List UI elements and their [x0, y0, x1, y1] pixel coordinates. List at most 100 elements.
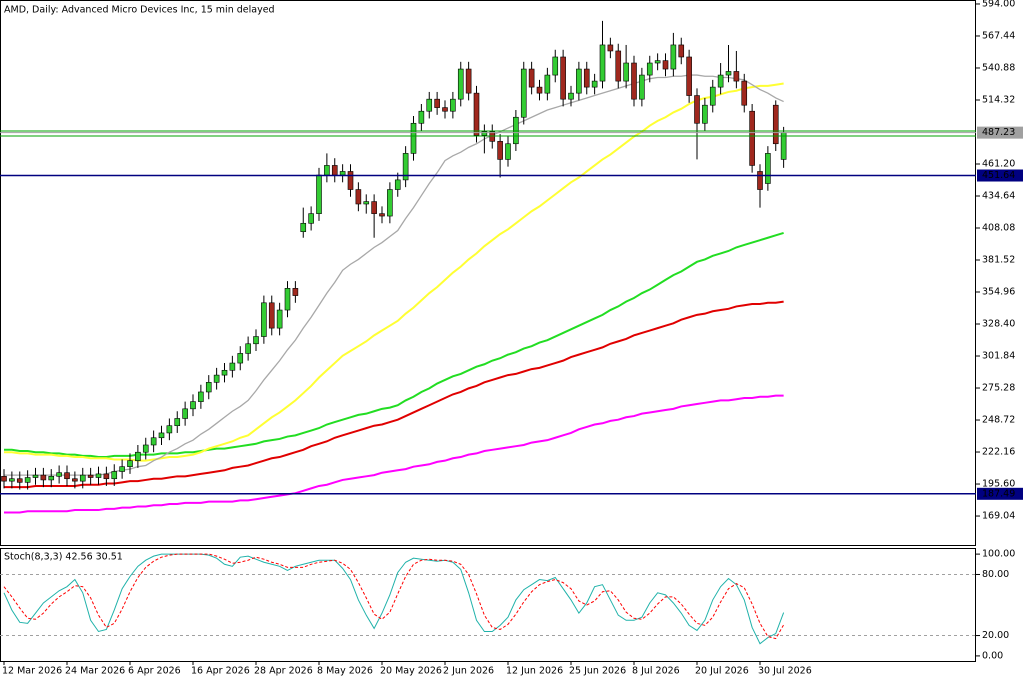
x-tick-label: 16 Apr 2026	[191, 666, 250, 677]
stoch-pane-frame	[0, 548, 976, 662]
candle-body	[418, 110, 425, 124]
x-tick-label: 25 Jun 2026	[569, 666, 626, 677]
y-tick-label: 408.08	[982, 223, 1015, 234]
candle-body	[276, 309, 283, 329]
candle-body	[135, 451, 141, 461]
candle-body	[166, 425, 173, 434]
candle-body	[568, 92, 574, 100]
candle-body	[213, 374, 220, 383]
candle-body	[662, 60, 669, 70]
x-tick-label: 20 May 2026	[380, 666, 442, 677]
candle-body	[497, 141, 503, 160]
candle-body	[623, 62, 629, 82]
candle-body	[268, 302, 275, 329]
candle-body	[426, 98, 433, 112]
candle-body	[410, 122, 417, 154]
moving-average-line	[4, 394, 784, 514]
candle-body	[686, 56, 692, 96]
candle-body	[544, 74, 551, 94]
candle-body	[292, 288, 299, 296]
price-label-box	[977, 169, 1023, 182]
candle-body	[316, 174, 322, 214]
candle-body	[174, 418, 181, 427]
candle-body	[394, 179, 401, 190]
candle-body	[780, 132, 787, 160]
y-tick-label: 301.84	[982, 351, 1015, 362]
candle-body	[379, 213, 385, 217]
candle-body	[599, 44, 606, 82]
candle-body	[24, 477, 31, 483]
candle-body	[32, 474, 39, 478]
candle-body	[528, 68, 535, 88]
candle-body	[481, 131, 488, 136]
candle-body	[308, 213, 314, 224]
candle-body	[261, 302, 267, 337]
y-tick-label: 567.44	[982, 30, 1015, 41]
candle-body	[300, 222, 307, 233]
candle-body	[702, 104, 708, 124]
candle-body	[64, 472, 70, 480]
candle-body	[631, 62, 637, 100]
candle-body	[694, 95, 700, 124]
oscillator-line	[3, 553, 785, 640]
y-tick-label: 169.04	[982, 511, 1015, 522]
candle-body	[607, 44, 614, 52]
moving-average-line	[4, 300, 784, 489]
price-label: 451.64	[982, 170, 1015, 181]
y-tick-label: 381.52	[982, 255, 1015, 266]
candle-body	[678, 44, 685, 58]
candle-body	[646, 62, 653, 76]
candle-body	[95, 473, 102, 478]
x-tick-label: 28 Apr 2026	[254, 666, 313, 677]
y-tick-label: 354.96	[982, 287, 1015, 298]
y-tick-label: 248.72	[982, 415, 1015, 426]
candle-body	[205, 382, 212, 393]
candle-body	[229, 362, 236, 371]
candle-body	[505, 143, 511, 160]
candle-body	[465, 68, 472, 94]
candle-body	[520, 68, 527, 118]
y-tick-label: 328.40	[982, 319, 1015, 330]
candle-body	[72, 478, 78, 482]
price-label: 487.23	[982, 127, 1015, 138]
y-tick-label: 275.28	[982, 383, 1015, 394]
candle-body	[450, 98, 456, 112]
price-label-box	[977, 487, 1023, 500]
x-tick-label: 6 Apr 2026	[128, 666, 181, 677]
candle-body	[725, 71, 732, 76]
candle-body	[772, 104, 779, 145]
y-tick-label: 0.00	[982, 650, 1003, 661]
candle-body	[717, 74, 724, 88]
candle-body	[198, 391, 204, 402]
candle-body	[16, 478, 23, 483]
candle-body	[87, 474, 94, 478]
candle-body	[457, 68, 464, 100]
candle-body	[741, 80, 748, 106]
candle-body	[119, 466, 125, 472]
candle-body	[576, 68, 582, 94]
candle-body	[237, 353, 244, 364]
x-tick-label: 8 May 2026	[317, 666, 373, 677]
candle-body	[40, 474, 47, 481]
candle-body	[339, 171, 346, 176]
candle-body	[363, 201, 370, 205]
candle-body	[371, 201, 377, 214]
candle-body	[347, 171, 354, 190]
candle-body	[221, 369, 228, 376]
candle-body	[56, 472, 62, 477]
y-tick-label: 195.60	[982, 479, 1015, 490]
candle-body	[127, 460, 133, 467]
moving-average-line	[4, 74, 784, 476]
candle-body	[639, 74, 645, 100]
candle-body	[434, 98, 440, 108]
price-label: 187.49	[982, 488, 1015, 499]
y-tick-label: 461.20	[982, 158, 1015, 169]
candle-body	[9, 478, 15, 482]
candle-body	[442, 107, 448, 112]
x-tick-label: 2 Jun 2026	[443, 666, 494, 677]
moving-average-line	[4, 82, 784, 462]
candle-body	[536, 86, 543, 94]
